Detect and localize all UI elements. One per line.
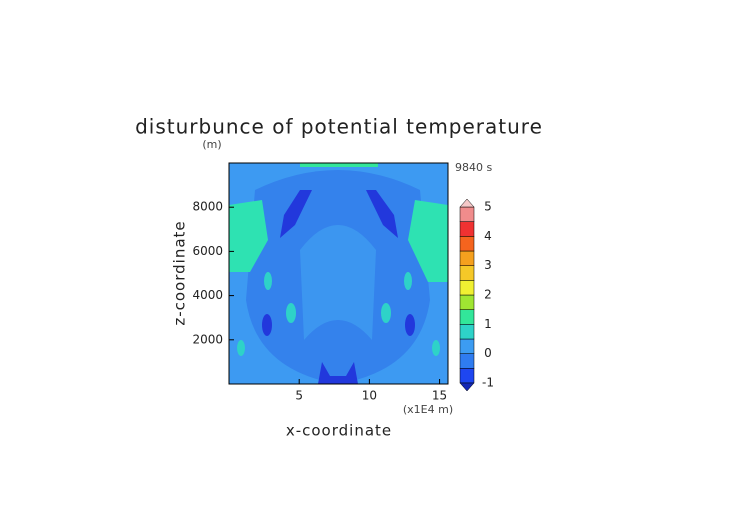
contour-region <box>408 200 448 282</box>
colorbar-tick-label: 0 <box>484 346 492 360</box>
colorbar-tick-label: 4 <box>484 229 492 243</box>
contour-region <box>286 303 296 323</box>
y-tick-label: 4000 <box>192 288 223 302</box>
colorbar-tick-label: 1 <box>484 317 492 331</box>
x-tick-label: 10 <box>362 389 377 403</box>
colorbar-box <box>459 309 475 325</box>
x-tick-label: 15 <box>432 389 447 403</box>
contour-region <box>404 272 412 290</box>
colorbar-box <box>459 221 475 237</box>
colorbar-box <box>459 353 475 369</box>
y-tick-label: 2000 <box>192 332 223 346</box>
colorbar-over <box>459 198 475 208</box>
colorbar-tick-label: 2 <box>484 288 492 302</box>
colorbar-box <box>459 338 475 354</box>
colorbar-box <box>459 324 475 340</box>
y-unit: (m) <box>202 138 221 151</box>
colorbar-tick-label: -1 <box>482 376 494 390</box>
x-tick-label: 5 <box>295 389 303 403</box>
colorbar-box <box>459 265 475 281</box>
colorbar-box <box>459 294 475 310</box>
contour-region <box>262 314 272 336</box>
x-unit: (x1E4 m) <box>403 403 453 416</box>
contour-region <box>237 340 245 356</box>
contour-region <box>300 225 376 340</box>
contour-region <box>381 303 391 323</box>
contour-region <box>432 340 440 356</box>
chart-title: disturbunce of potential temperature <box>135 115 543 139</box>
plot-frame <box>228 162 449 385</box>
colorbar-box <box>459 206 475 222</box>
contour-region <box>280 190 312 238</box>
time-label: 9840 s <box>455 161 492 174</box>
contour-region <box>318 362 358 384</box>
colorbar-box <box>459 368 475 384</box>
colorbar-tick-label: 5 <box>484 200 492 214</box>
x-axis-label: x-coordinate <box>286 422 392 440</box>
contour-region <box>264 272 272 290</box>
y-axis-label: z-coordinate <box>171 220 189 325</box>
colorbar-box <box>459 236 475 252</box>
contour-region <box>300 163 378 167</box>
y-tick-label: 8000 <box>192 200 223 214</box>
contour-region <box>229 200 268 272</box>
colorbar-under <box>459 382 475 392</box>
contour-field <box>229 163 448 384</box>
colorbar-tick-label: 3 <box>484 258 492 272</box>
contour-region <box>405 314 415 336</box>
colorbar-box <box>459 250 475 266</box>
contour-region <box>366 190 398 238</box>
y-tick-label: 6000 <box>192 244 223 258</box>
colorbar-box <box>459 280 475 296</box>
